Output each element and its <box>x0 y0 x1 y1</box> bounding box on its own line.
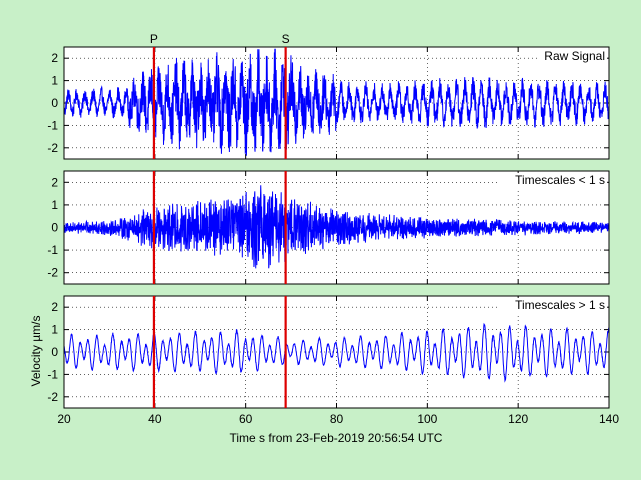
phase-marker-label: P <box>150 32 158 46</box>
x-tick-label: 80 <box>330 412 344 426</box>
y-tick-label: 1 <box>51 74 58 88</box>
panel-title-bg <box>499 173 607 188</box>
x-tick-label: 120 <box>508 412 528 426</box>
y-tick-label: 0 <box>51 345 58 359</box>
x-tick-label: 40 <box>148 412 162 426</box>
plot-frame <box>63 295 610 409</box>
y-tick-label: 2 <box>51 51 58 65</box>
panel-long-timescales: 20 40 60 80 100 120 140 -2 -1 0 1 2 Timescales > 1 s <box>47 295 619 426</box>
panel-short-timescales: -2 -1 0 1 2 Timescales < 1 s <box>47 170 610 285</box>
y-tick-label: 2 <box>51 175 58 189</box>
x-tick-label: 100 <box>417 412 437 426</box>
y-tick-label: -2 <box>47 266 58 280</box>
y-tick-label: 2 <box>51 300 58 314</box>
plot-frame <box>63 170 610 285</box>
y-tick-label: 0 <box>51 221 58 235</box>
x-tick-label: 20 <box>57 412 71 426</box>
y-tick-label: -2 <box>47 390 58 404</box>
y-tick-label: -1 <box>47 367 58 381</box>
y-axis-label: Velocity µm/s <box>29 316 43 387</box>
panel-title: Timescales > 1 s <box>515 298 605 312</box>
x-tick-label: 140 <box>599 412 619 426</box>
y-tick-label: -1 <box>47 243 58 257</box>
panel-title: Raw Signal <box>544 49 605 63</box>
y-tick-label: 1 <box>51 198 58 212</box>
x-axis-label: Time s from 23-Feb-2019 20:56:54 UTC <box>230 431 443 445</box>
y-tick-label: -1 <box>47 118 58 132</box>
panel-title-bg <box>499 298 607 313</box>
y-tick-label: -2 <box>47 141 58 155</box>
panel-title: Timescales < 1 s <box>515 173 605 187</box>
x-tick-label: 60 <box>239 412 253 426</box>
y-tick-label: 0 <box>51 96 58 110</box>
panel-title-bg <box>537 49 607 64</box>
panel-raw-signal: -2 -1 0 1 2 Raw Signal <box>47 46 610 160</box>
plot-frame <box>63 46 610 160</box>
y-tick-label: 1 <box>51 323 58 337</box>
phase-marker-label: S <box>282 32 290 46</box>
